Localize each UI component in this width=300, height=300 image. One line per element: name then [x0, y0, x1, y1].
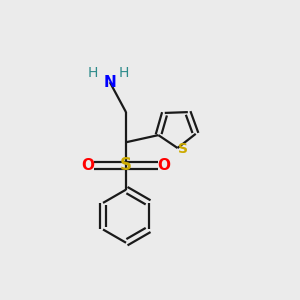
Text: H: H [87, 66, 98, 80]
Text: O: O [158, 158, 171, 173]
Text: S: S [178, 142, 188, 156]
Text: H: H [118, 66, 129, 80]
Text: O: O [81, 158, 94, 173]
Text: N: N [103, 75, 116, 90]
Text: S: S [120, 156, 132, 174]
